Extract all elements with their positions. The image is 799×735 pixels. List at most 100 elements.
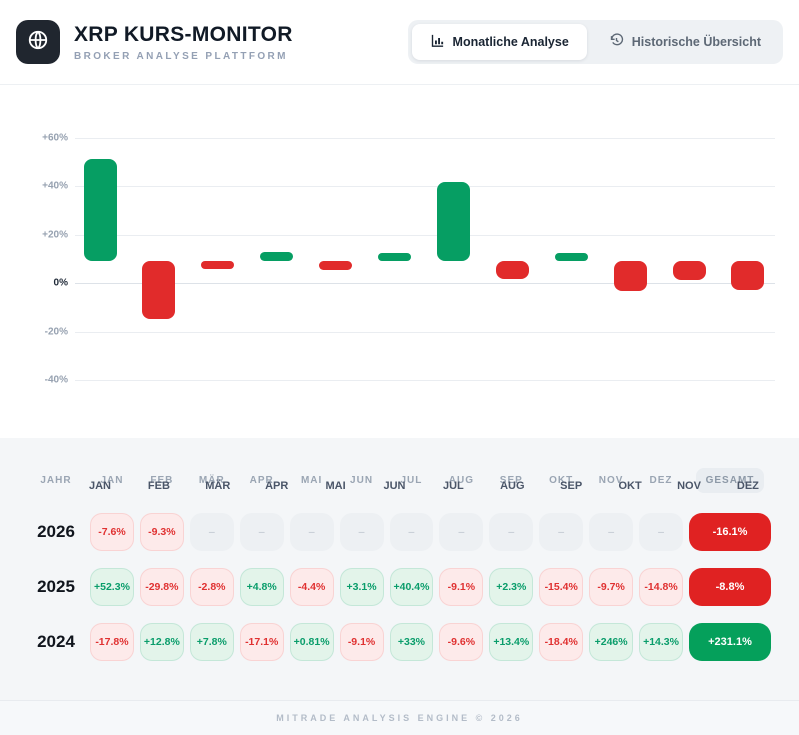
cell-2025-apr: +4.8% <box>239 568 284 606</box>
bar-jan[interactable] <box>83 159 117 261</box>
bar-dez[interactable] <box>731 261 765 290</box>
bar-aug[interactable] <box>495 261 529 279</box>
footer: MITRADE ANALYSIS ENGINE © 2026 <box>0 700 799 735</box>
x-axis-label-mai: MAI <box>325 480 346 492</box>
column-header-gesamt: GESAMT <box>689 468 771 493</box>
year-label: 2026 <box>37 522 75 541</box>
table-row-2025: 2025 +52.3% -29.8% -2.8% +4.8% -4.4% +3.1% +40.… <box>28 568 771 606</box>
table-header-row: JAHR JAN FEB MÄR APR MAI JUN JUL AUG SEP OKT NOV DEZ… <box>28 468 771 493</box>
cell-2024-mai: +0.81% <box>289 623 334 661</box>
table-row-2026: 2026 -7.6% -9.3% – – – – – – – – – – -16.1% <box>28 513 771 551</box>
cell-2025-mai: -4.4% <box>289 568 334 606</box>
column-header-aug: AUG <box>448 475 474 486</box>
bar-nov[interactable] <box>672 261 706 280</box>
bar-sep[interactable] <box>554 253 588 261</box>
cell-2024-gesamt: +231.1% <box>689 623 771 661</box>
cell-2025-feb: -29.8% <box>139 568 184 606</box>
column-header-jan: JAN <box>100 475 124 486</box>
column-header-dez: DEZ <box>649 475 673 486</box>
column-header-okt: OKT <box>549 475 574 486</box>
cell-2024-aug: -9.6% <box>439 623 484 661</box>
cell-2024-nov: +246% <box>589 623 634 661</box>
cell-2025-sep: +2.3% <box>489 568 534 606</box>
tab-label: Monatliche Analyse <box>452 35 569 49</box>
bar-jul[interactable] <box>436 182 470 261</box>
x-axis-label-jun: JUN <box>383 480 406 492</box>
cell-2025-aug: -9.1% <box>439 568 484 606</box>
yearly-returns-table: JAHR JAN FEB MÄR APR MAI JUN JUL AUG SEP OKT NOV DEZ… <box>0 438 799 700</box>
x-axis-label-okt: OKT <box>618 480 642 492</box>
tab-historische-uebersicht[interactable]: Historische Übersicht <box>591 24 779 60</box>
gridline <box>75 380 775 381</box>
cell-2026-mär: – <box>189 513 234 551</box>
x-axis-label-sep: SEP <box>560 480 583 492</box>
column-header-jun: JUN <box>350 475 374 486</box>
y-axis-tick: -40% <box>44 374 68 386</box>
cell-2026-apr: – <box>239 513 284 551</box>
x-axis-label-dez: DEZ <box>736 480 759 492</box>
cell-2024-jan: -17.8% <box>90 623 134 661</box>
column-header-apr: APR <box>249 475 274 486</box>
bar-jun[interactable] <box>378 253 411 261</box>
x-axis-label-feb: FEB <box>147 480 170 492</box>
x-axis-label-jan: JAN <box>88 480 111 492</box>
bar-mär[interactable] <box>201 261 235 269</box>
x-axis-label-mär: MÄR <box>205 480 231 492</box>
x-axis-label-apr: APR <box>265 480 289 492</box>
table-row-2024: 2024 -17.8% +12.8% +7.8% -17.1% +0.81% -9.1% +3… <box>28 623 771 661</box>
gridline <box>75 331 775 333</box>
cell-2026-feb: -9.3% <box>139 513 184 551</box>
cell-2026-dez: – <box>639 513 683 551</box>
bar-okt[interactable] <box>613 261 647 292</box>
x-axis-label-nov: NOV <box>677 480 701 492</box>
title-block: XRP KURS-MONITOR BROKER ANALYSE PLATTFOR… <box>74 23 293 62</box>
cell-2025-okt: -15.4% <box>539 568 584 606</box>
cell-2025-gesamt: -8.8% <box>689 568 771 606</box>
cell-2024-jun: -9.1% <box>339 623 384 661</box>
cell-2025-nov: -9.7% <box>589 568 634 606</box>
brand: XRP KURS-MONITOR BROKER ANALYSE PLATTFOR… <box>16 20 293 64</box>
column-header-gesamt-pill: GESAMT <box>695 468 765 493</box>
cell-2024-jul: +33% <box>389 623 434 661</box>
cell-2025-jun: +3.1% <box>339 568 384 606</box>
y-axis-tick: +20% <box>42 229 68 241</box>
tab-monatliche-analyse[interactable]: Monatliche Analyse <box>411 24 587 60</box>
gridline <box>75 186 775 188</box>
x-axis-label-aug: AUG <box>500 480 525 492</box>
cell-2025-mär: -2.8% <box>189 568 234 606</box>
footer-text: MITRADE ANALYSIS ENGINE © 2026 <box>276 713 523 723</box>
x-axis-label-jul: JUL <box>443 480 464 492</box>
column-header-jahr: JAHR <box>40 475 72 486</box>
cell-2025-jul: +40.4% <box>389 568 434 606</box>
column-header-nov: NOV <box>598 475 624 486</box>
y-axis-tick: +40% <box>42 180 68 192</box>
cell-2025-jan: +52.3% <box>90 568 134 606</box>
cell-2026-jun: – <box>339 513 384 551</box>
column-header-jul: JUL <box>400 475 423 486</box>
history-icon <box>609 33 624 51</box>
year-label: 2025 <box>37 577 75 596</box>
app-logo <box>16 20 60 64</box>
page-title: XRP KURS-MONITOR <box>74 22 293 46</box>
cell-2026-mai: – <box>289 513 334 551</box>
bar-apr[interactable] <box>260 251 294 261</box>
tab-group: Monatliche Analyse Historische Übersicht <box>407 20 783 64</box>
y-axis-tick: 0% <box>53 277 68 289</box>
gridline <box>75 234 775 236</box>
y-axis-tick: +60% <box>42 132 68 144</box>
column-header-mai: MAI <box>300 475 323 486</box>
cell-2024-feb: +12.8% <box>139 623 184 661</box>
cell-2026-sep: – <box>489 513 534 551</box>
cell-2024-sep: +13.4% <box>489 623 534 661</box>
cell-2026-okt: – <box>539 513 584 551</box>
cell-2024-dez: +14.3% <box>639 623 683 661</box>
cell-2026-gesamt: -16.1% <box>689 513 771 551</box>
bar-mai[interactable] <box>319 261 353 270</box>
bar-chart-icon <box>430 33 445 51</box>
cell-2026-jan: -7.6% <box>90 513 134 551</box>
bar-feb[interactable] <box>142 261 176 320</box>
column-header-mär: MÄR <box>198 475 225 486</box>
column-header-feb: FEB <box>150 475 174 486</box>
cell-2026-aug: – <box>439 513 484 551</box>
